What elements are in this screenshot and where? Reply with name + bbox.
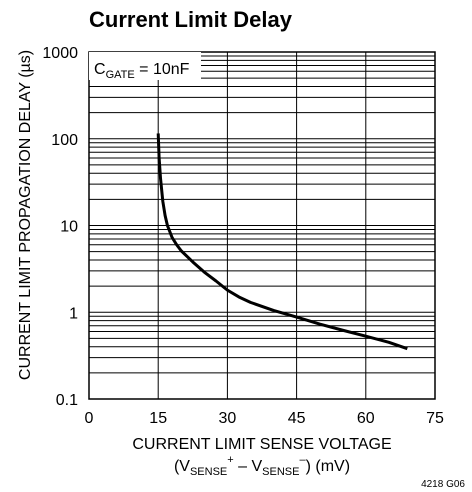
- x-tick-label: 30: [219, 410, 237, 427]
- y-axis-label: CURRENT LIMIT PROPAGATION DELAY (µs): [17, 50, 34, 380]
- grid: [89, 52, 435, 399]
- y-tick-label: 10: [60, 219, 78, 236]
- x-axis-label-formula: (VSENSE+ – VSENSE–) (mV): [174, 454, 350, 478]
- x-tick-label: 75: [426, 410, 444, 427]
- x-axis-label: CURRENT LIMIT SENSE VOLTAGE: [132, 436, 391, 453]
- chart-title: Current Limit Delay: [89, 7, 293, 32]
- y-tick-label: 1: [69, 305, 78, 322]
- x-tick-labels: 0 15 30 45 60 75: [85, 410, 444, 427]
- annotation-background: [89, 52, 201, 80]
- plot-frame: [88, 51, 436, 400]
- y-tick-label: 1000: [42, 45, 78, 62]
- series-group: [156, 133, 408, 351]
- y-tick-label: 0.1: [56, 392, 78, 409]
- x-tick-label: 15: [149, 410, 167, 427]
- series-line: [156, 133, 408, 351]
- x-tick-label: 60: [357, 410, 375, 427]
- y-tick-labels: 0.1 1 10 100 1000: [42, 45, 78, 409]
- x-tick-label: 45: [288, 410, 306, 427]
- x-tick-label: 0: [85, 410, 94, 427]
- figure-id: 4218 G06: [421, 479, 465, 490]
- gate-capacitance-annotation: CGATE = 10nF: [94, 61, 190, 81]
- y-tick-label: 100: [51, 132, 78, 149]
